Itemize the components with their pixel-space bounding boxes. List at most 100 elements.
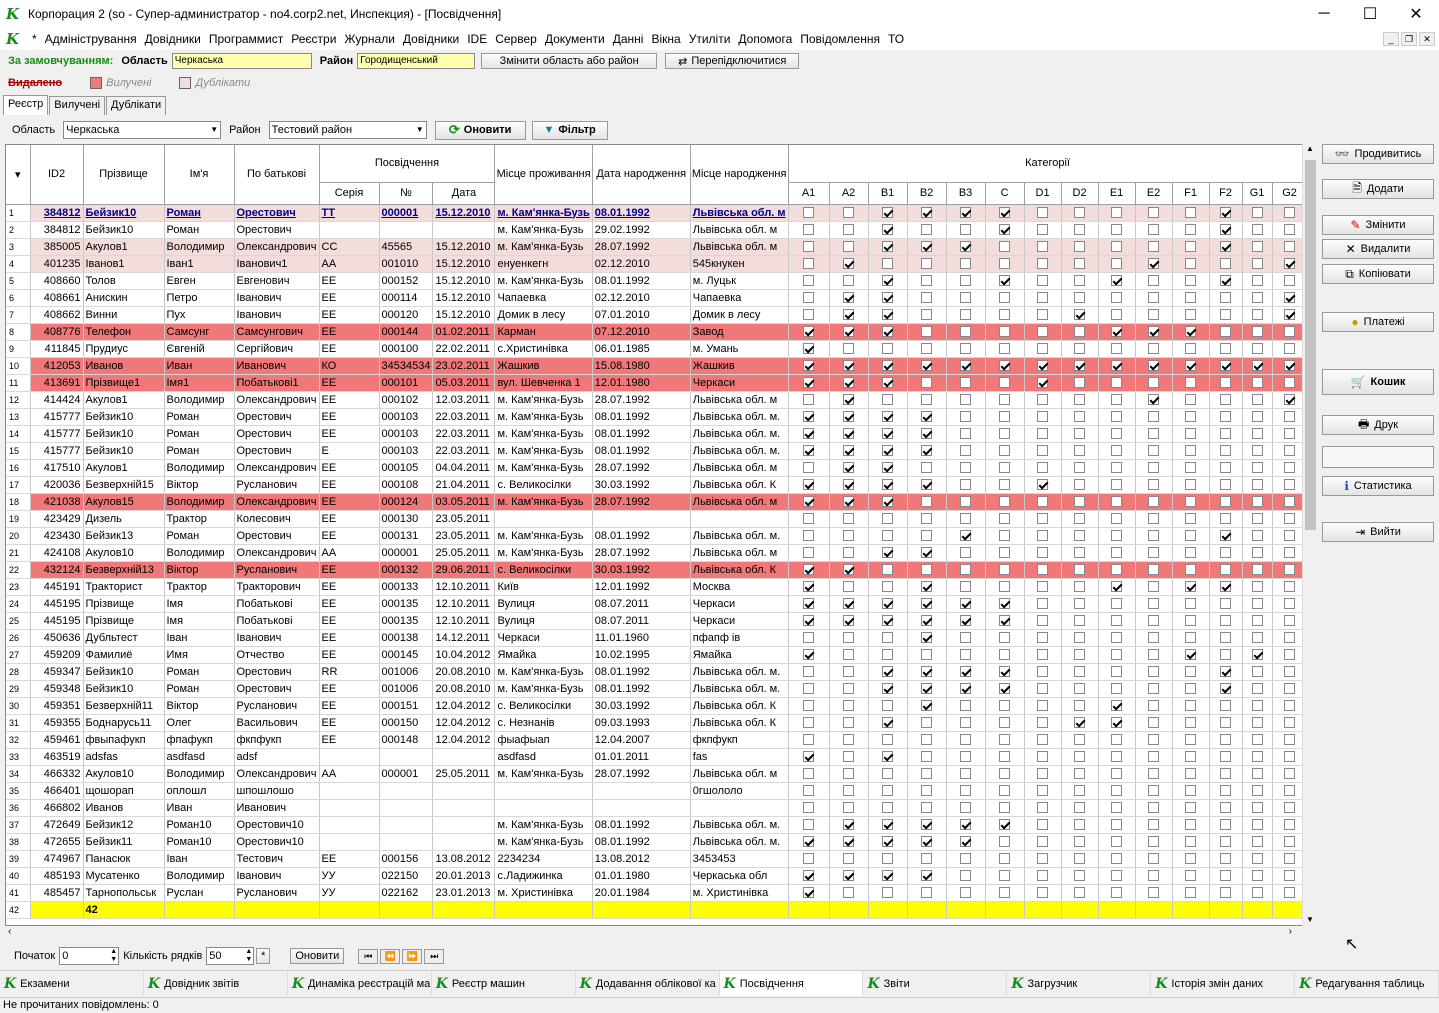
category-checkbox[interactable] [1220,513,1232,525]
category-checkbox[interactable] [1148,428,1160,440]
category-checkbox[interactable] [999,853,1011,865]
cell-category-a1[interactable] [788,340,830,358]
category-checkbox[interactable] [1074,802,1086,814]
cell-category-c[interactable] [985,357,1025,375]
cell-category-f2[interactable] [1209,646,1243,664]
cell-category-e2[interactable] [1135,408,1173,426]
cell-category-b2[interactable] [907,510,947,528]
cell-category-b3[interactable] [946,850,986,868]
cell-category-d1[interactable] [1024,850,1062,868]
cell-category-e2[interactable] [1135,799,1173,817]
table-row[interactable]: 2 384812 Бейзик10 Роман Орестович м. Кам'янка… [6,221,1308,239]
cell-category-b1[interactable] [868,204,908,222]
category-checkbox[interactable] [1185,394,1197,406]
category-checkbox[interactable] [960,887,972,899]
cell-category-a1[interactable] [788,850,830,868]
cell-birthplace[interactable]: Львівська обл. м. [690,680,789,698]
cell-category-g1[interactable] [1242,714,1273,732]
category-checkbox[interactable] [843,802,855,814]
cell-surname[interactable]: Акулов10 [83,544,165,562]
cell-residence[interactable]: с. Великосілки [494,476,593,494]
category-checkbox[interactable] [1111,819,1123,831]
category-checkbox[interactable] [1220,751,1232,763]
cell-patronymic[interactable]: Іванович [234,867,320,885]
category-checkbox[interactable] [882,530,894,542]
cell-birthplace[interactable]: Домик в лесу [690,306,789,324]
category-checkbox[interactable] [999,258,1011,270]
cell-category-a1[interactable] [788,289,830,307]
cell-category-f1[interactable] [1172,340,1210,358]
category-checkbox[interactable] [1148,411,1160,423]
cell-surname[interactable]: Винни [83,306,165,324]
cell-surname[interactable]: Тарнопольськ [83,884,165,902]
category-checkbox[interactable] [921,343,933,355]
cell-category-a2[interactable] [829,510,869,528]
cell-name[interactable]: Імя [164,612,235,630]
cell-date[interactable]: 22.03.2011 [432,408,496,426]
table-row[interactable]: 4 401235 Іванов1 Іван1 Іванович1 АА 001010 15.1… [6,255,1308,273]
table-row[interactable]: 23 445191 Тракторист Трактор Тракторович ЕЕ 00… [6,578,1308,596]
cell-surname[interactable]: Толов [83,272,165,290]
cell-category-d2[interactable] [1061,323,1099,341]
category-checkbox[interactable] [999,785,1011,797]
category-checkbox[interactable] [1251,887,1263,899]
cell-category-b2[interactable] [907,612,947,630]
cell-category-e2[interactable] [1135,765,1173,783]
cell-series[interactable]: ЕЕ [319,595,380,613]
cell-category-b1[interactable] [868,425,908,443]
cell-category-c[interactable] [985,663,1025,681]
category-checkbox[interactable] [882,666,894,678]
category-checkbox[interactable] [1148,717,1160,729]
scroll-down-icon[interactable]: ▼ [1306,915,1314,924]
row-number[interactable]: 21 [6,544,31,562]
cell-name[interactable]: Трактор [164,578,235,596]
row-number[interactable]: 12 [6,391,31,409]
row-number[interactable]: 41 [6,884,31,902]
cell-category-b3[interactable] [946,476,986,494]
cell-series[interactable]: ЕЕ [319,493,380,511]
cell-patronymic[interactable]: Олександрович [234,391,320,409]
category-checkbox[interactable] [1037,666,1049,678]
close-button[interactable]: ✕ [1409,6,1423,23]
cell-category-b2[interactable] [907,357,947,375]
menu-documents[interactable]: Документи [544,32,605,46]
cell-category-e1[interactable] [1098,748,1136,766]
cell-patronymic[interactable]: Побатькові [234,612,320,630]
cell-id[interactable]: 445191 [30,578,84,596]
cell-category-b3[interactable] [946,612,986,630]
category-checkbox[interactable] [1220,887,1232,899]
category-checkbox[interactable] [1148,700,1160,712]
cell-category-d2[interactable] [1061,748,1099,766]
cell-category-d1[interactable] [1024,476,1062,494]
category-checkbox[interactable] [960,360,972,372]
cell-category-a1[interactable] [788,408,830,426]
cell-category-b3[interactable] [946,680,986,698]
category-checkbox[interactable] [1220,479,1232,491]
category-checkbox[interactable] [1284,326,1296,338]
category-checkbox[interactable] [1037,275,1049,287]
cell-category-d2[interactable] [1061,867,1099,885]
cell-series[interactable]: СС [319,238,380,256]
category-checkbox[interactable] [1220,870,1232,882]
cell-birthdate[interactable]: 30.03.1992 [592,697,691,715]
category-checkbox[interactable] [999,394,1011,406]
cell-category-b2[interactable] [907,442,947,460]
category-checkbox[interactable] [1037,343,1049,355]
cell-birthplace[interactable]: 545кнукен [690,255,789,273]
cell-category-e1[interactable] [1098,663,1136,681]
cell-patronymic[interactable]: Орестович [234,663,320,681]
cell-birthplace[interactable]: Львівська обл. К [690,561,789,579]
category-checkbox[interactable] [960,581,972,593]
category-checkbox[interactable] [960,377,972,389]
cell-birthplace[interactable]: 0гшололо [690,782,789,800]
cell-category-f2[interactable] [1209,765,1243,783]
cell-name[interactable]: Евген [164,272,235,290]
category-checkbox[interactable] [999,870,1011,882]
category-checkbox[interactable] [999,445,1011,457]
category-checkbox[interactable] [1037,683,1049,695]
category-checkbox[interactable] [1148,853,1160,865]
cell-series[interactable]: КО [319,357,380,375]
category-checkbox[interactable] [1185,513,1197,525]
category-checkbox[interactable] [1111,700,1123,712]
cell-category-g1[interactable] [1242,867,1273,885]
